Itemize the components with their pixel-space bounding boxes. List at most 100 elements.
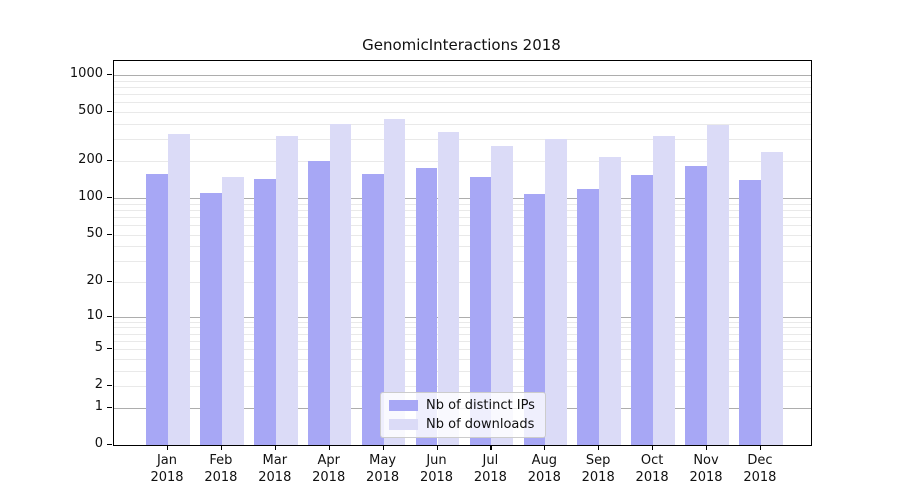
x-tick-month: Aug bbox=[531, 453, 557, 468]
y-tick bbox=[107, 196, 112, 199]
x-tick-label: Aug 2018 bbox=[514, 452, 574, 486]
x-tick-year: 2018 bbox=[150, 470, 184, 485]
x-tick-label: Sep 2018 bbox=[568, 452, 628, 486]
y-tick-label: 1000 bbox=[69, 66, 103, 81]
x-tick-label: Jan 2018 bbox=[137, 452, 197, 486]
gridline-minor bbox=[114, 124, 811, 125]
gridline-minor bbox=[114, 102, 811, 104]
x-tick bbox=[436, 445, 438, 450]
y-tick bbox=[107, 315, 112, 317]
bar-nb-of-downloads-apr bbox=[329, 124, 352, 445]
y-tick-label: 100 bbox=[78, 188, 103, 204]
x-tick-label: Jul 2018 bbox=[460, 452, 520, 486]
x-tick-month: Jan bbox=[156, 453, 178, 468]
gridline-minor bbox=[114, 94, 811, 96]
gridline-minor bbox=[114, 327, 811, 329]
y-tick bbox=[107, 111, 112, 113]
bar-nb-of-downloads-may bbox=[383, 119, 406, 445]
gridline-major bbox=[114, 75, 811, 76]
x-tick-month: Oct bbox=[640, 453, 664, 468]
x-tick bbox=[598, 445, 600, 450]
x-tick-year: 2018 bbox=[204, 470, 238, 485]
x-tick-month: Feb bbox=[209, 453, 233, 468]
x-tick-month: May bbox=[369, 453, 397, 468]
gridline-minor bbox=[114, 139, 811, 141]
x-tick-month: Dec bbox=[747, 453, 773, 468]
x-tick bbox=[382, 445, 384, 450]
legend-swatch-nb-of-distinct-ips bbox=[389, 400, 418, 411]
bar-nb-of-distinct-ips-dec bbox=[739, 179, 761, 445]
x-tick-year: 2018 bbox=[527, 470, 561, 485]
y-tick bbox=[107, 444, 112, 446]
legend: Nb of distinct IPs Nb of downloads bbox=[380, 392, 546, 438]
y-tick-label: 500 bbox=[78, 103, 103, 119]
bar-nb-of-distinct-ips-feb bbox=[200, 192, 222, 445]
y-tick-label: 2 bbox=[94, 377, 103, 393]
bar-nb-of-downloads-sep bbox=[599, 157, 621, 445]
bar-nb-of-downloads-mar bbox=[275, 136, 298, 445]
gridline-minor bbox=[114, 282, 811, 283]
gridline-major bbox=[114, 316, 811, 318]
chart-title: GenomicInteractions 2018 bbox=[362, 36, 561, 54]
y-tick bbox=[107, 281, 112, 283]
x-tick bbox=[544, 445, 546, 450]
bar-nb-of-downloads-feb bbox=[221, 176, 244, 445]
gridline-minor bbox=[114, 161, 811, 162]
x-tick bbox=[706, 445, 708, 450]
gridline-minor bbox=[114, 246, 811, 248]
x-tick bbox=[167, 445, 169, 450]
x-tick-year: 2018 bbox=[743, 470, 777, 485]
x-tick-year: 2018 bbox=[258, 470, 292, 485]
gridline-minor bbox=[114, 333, 811, 335]
gridline-minor bbox=[114, 358, 811, 360]
bar-nb-of-distinct-ips-mar bbox=[254, 178, 276, 445]
bar-nb-of-downloads-jul bbox=[491, 145, 514, 445]
y-tick bbox=[107, 160, 112, 162]
x-tick bbox=[328, 445, 330, 450]
legend-label: Nb of distinct IPs bbox=[426, 398, 535, 413]
gridline-minor bbox=[114, 224, 811, 226]
bar-nb-of-downloads-jun bbox=[437, 132, 460, 445]
gridline-minor bbox=[114, 80, 811, 82]
gridline-major bbox=[114, 197, 811, 199]
x-tick-month: Mar bbox=[262, 453, 288, 468]
y-tick-label: 10 bbox=[86, 307, 103, 323]
x-tick-year: 2018 bbox=[366, 470, 400, 485]
bar-nb-of-distinct-ips-jun bbox=[415, 168, 438, 445]
gridline-minor bbox=[114, 349, 811, 351]
x-tick-label: Dec 2018 bbox=[730, 452, 790, 486]
plot-area: Nb of distinct IPs Nb of downloads bbox=[113, 60, 812, 446]
y-tick bbox=[107, 348, 112, 350]
x-tick-label: Oct 2018 bbox=[622, 452, 682, 486]
x-tick-month: Sep bbox=[585, 453, 611, 468]
gridline-minor bbox=[114, 386, 811, 388]
y-tick-label: 0 bbox=[94, 436, 103, 451]
bar-nb-of-distinct-ips-apr bbox=[307, 161, 330, 445]
gridline-minor bbox=[114, 340, 811, 342]
x-tick-label: Jun 2018 bbox=[407, 452, 467, 486]
gridline-minor bbox=[114, 234, 811, 236]
legend-swatch-nb-of-downloads bbox=[389, 419, 418, 430]
bar-nb-of-distinct-ips-jan bbox=[146, 173, 168, 445]
y-tick bbox=[107, 233, 112, 235]
x-tick-year: 2018 bbox=[635, 470, 669, 485]
x-tick-label: Feb 2018 bbox=[191, 452, 251, 486]
x-tick-year: 2018 bbox=[312, 470, 346, 485]
x-tick-year: 2018 bbox=[689, 470, 723, 485]
bar-nb-of-distinct-ips-jul bbox=[469, 177, 492, 445]
y-tick-label: 20 bbox=[86, 273, 103, 288]
x-tick-year: 2018 bbox=[419, 470, 454, 485]
bar-nb-of-downloads-oct bbox=[653, 135, 675, 445]
x-tick bbox=[274, 445, 276, 450]
y-tick bbox=[107, 74, 112, 76]
legend-entry: Nb of distinct IPs bbox=[389, 398, 537, 413]
y-tick-label: 50 bbox=[86, 225, 103, 241]
bar-nb-of-distinct-ips-nov bbox=[685, 165, 707, 445]
y-tick bbox=[107, 406, 112, 409]
x-tick-year: 2018 bbox=[581, 470, 615, 485]
gridline-minor bbox=[114, 112, 811, 114]
bar-nb-of-downloads-nov bbox=[707, 125, 729, 445]
gridline-minor bbox=[114, 87, 811, 88]
gridline-minor bbox=[114, 209, 811, 211]
